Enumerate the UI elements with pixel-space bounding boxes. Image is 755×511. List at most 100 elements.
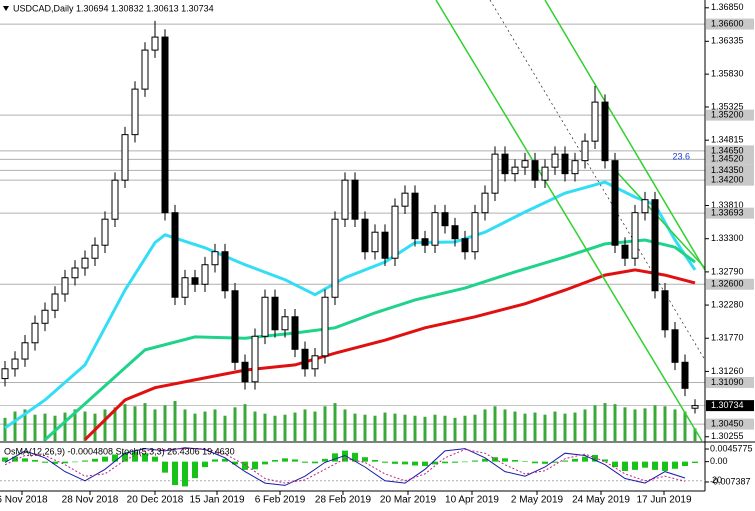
candle-body <box>331 218 339 298</box>
volume-bar <box>493 406 497 441</box>
osma-bar <box>692 461 698 464</box>
osma-bar <box>352 452 358 462</box>
osma-bar <box>392 461 398 464</box>
osma-bar <box>342 450 348 462</box>
level-label: 1.34200 <box>711 175 744 185</box>
osma-bar <box>122 452 128 462</box>
x-tick-label: 6 Nov 2018 <box>0 495 48 506</box>
volume-bar <box>413 415 417 441</box>
osma-bar <box>382 461 388 463</box>
volume-bar <box>643 408 647 441</box>
osma-bar <box>72 461 78 463</box>
candle-body <box>401 192 409 207</box>
level-tag <box>706 278 754 290</box>
candle-body <box>121 134 129 181</box>
candle-body <box>631 212 639 259</box>
volume-bar <box>193 413 197 441</box>
level-label: 1.30450 <box>711 418 744 428</box>
volume-bar <box>123 404 127 441</box>
y-tick-label: 1.30255 <box>711 431 744 441</box>
channel-line <box>614 169 706 269</box>
candle-body <box>571 160 579 175</box>
candle-body <box>201 264 209 285</box>
candle-body <box>611 160 619 246</box>
candle-body <box>341 179 349 220</box>
osma-bar <box>532 461 538 464</box>
volume-bar <box>3 417 7 441</box>
volume-bar <box>93 413 97 441</box>
osma-bar <box>412 461 418 466</box>
candle-body <box>251 335 259 383</box>
trend-channel <box>435 0 706 442</box>
candle-body <box>691 405 699 409</box>
volume-bar <box>173 401 177 441</box>
volume-bar <box>363 414 367 441</box>
volume-bar <box>293 412 297 441</box>
osma-bar <box>522 461 528 462</box>
level-label: 1.31090 <box>711 377 744 387</box>
candle-body <box>661 290 669 331</box>
candle-body <box>91 244 99 259</box>
volume-bar <box>203 411 207 441</box>
candle-body <box>1 368 9 380</box>
volume-bar <box>403 414 407 441</box>
osma-bar <box>82 460 88 462</box>
candle-body <box>171 212 179 298</box>
osma-bar <box>372 459 378 462</box>
osma-bar <box>302 461 308 463</box>
y-tick-label: 1.33300 <box>711 233 744 243</box>
candle-body <box>211 251 219 266</box>
candle-body <box>281 316 289 331</box>
osma-bar <box>452 461 458 463</box>
osma-bar <box>312 461 318 464</box>
stoch-line <box>4 448 686 484</box>
candle-body <box>291 316 299 350</box>
osma-bar <box>502 458 508 462</box>
oscillator-panel <box>0 447 705 487</box>
candle-body <box>411 192 419 240</box>
level-label: 1.33693 <box>711 208 744 218</box>
volume-bar <box>213 409 217 441</box>
x-tick-label: 17 Jun 2019 <box>636 495 691 506</box>
x-tick-label: 20 Mar 2019 <box>380 495 437 506</box>
candle-body <box>371 231 379 253</box>
level-tag <box>706 145 754 157</box>
volume-bar <box>33 414 37 441</box>
volume-bar <box>53 415 57 441</box>
stoch-line <box>4 447 686 486</box>
volume-bar <box>663 406 667 441</box>
level-tag <box>706 174 754 186</box>
candle-body <box>681 361 689 389</box>
candle-body <box>321 296 329 357</box>
candle-body <box>311 355 319 370</box>
osc-tick-label: 0.0045775 <box>710 443 753 453</box>
candle-body <box>671 329 679 363</box>
osma-bar <box>632 461 638 470</box>
volume-bar <box>603 403 607 441</box>
candle-body <box>11 358 19 370</box>
volume-bar <box>593 405 597 441</box>
level-label: 1.35200 <box>711 110 744 120</box>
candle-body <box>511 166 519 175</box>
x-tick-label: 24 May 2019 <box>572 495 630 506</box>
x-tick-label: 20 Dec 2018 <box>127 495 184 506</box>
osma-bar <box>332 453 338 462</box>
candle-body <box>641 199 649 214</box>
candle-body <box>111 179 119 220</box>
level-tag <box>706 376 754 388</box>
candle-body <box>131 88 139 136</box>
volume-bar <box>243 404 247 441</box>
y-tick-label: 1.33810 <box>711 200 744 210</box>
candle-body <box>81 257 89 269</box>
candle-body <box>491 153 499 194</box>
volume-bar <box>83 411 87 441</box>
x-tick-label: 6 Feb 2019 <box>255 495 306 506</box>
candle-body <box>261 296 269 337</box>
osma-bar <box>222 458 228 462</box>
volume-bar <box>533 412 537 441</box>
candle-body <box>151 36 159 51</box>
candle-body <box>361 218 369 253</box>
osma-bar <box>602 459 608 462</box>
osma-bar <box>262 461 268 465</box>
